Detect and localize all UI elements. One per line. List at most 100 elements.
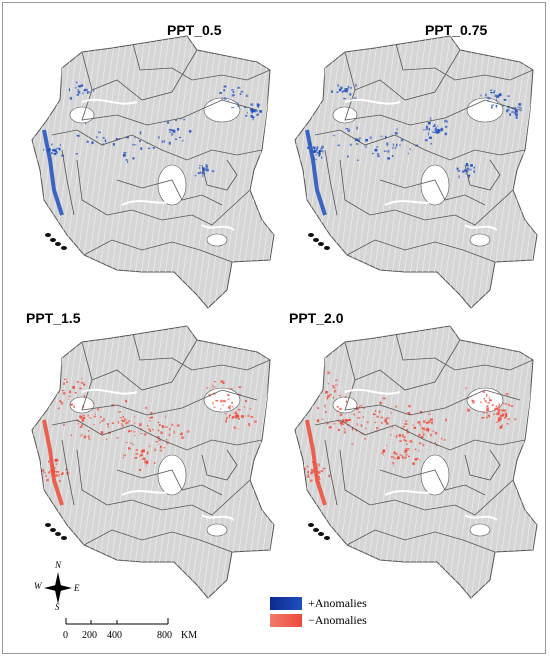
anomaly-pixel [158,439,161,442]
anomaly-pixel [426,428,430,432]
anomaly-pixel [83,395,86,398]
anomaly-pixel [44,391,48,393]
anomaly-pixel [501,104,504,107]
anomaly-pixel [227,100,229,102]
anomaly-pixel [402,434,404,437]
anomaly-pixel [81,419,84,422]
compass-n: N [55,560,62,570]
no-data-patch [469,233,491,247]
anomaly-pixel [37,468,41,471]
anomaly-pixel [381,452,384,454]
anomaly-pixel [52,392,53,396]
anomaly-pixel [480,94,482,97]
anomaly-pixel [316,470,320,473]
anomaly-pixel [328,426,332,429]
anomaly-pixel [51,149,55,151]
anomaly-pixel [403,423,407,425]
anomaly-pixel [57,373,60,376]
anomaly-pixel [386,417,390,419]
anomaly-pixel [307,474,310,477]
anomaly-pixel [505,109,509,113]
anomaly-pixel [247,414,250,417]
no-data-patch [206,233,228,247]
anomaly-pixel [144,460,147,464]
anomaly-pixel [244,415,247,417]
anomaly-pixel [237,102,239,105]
anomaly-pixel [498,403,500,406]
anomaly-pixel [384,418,387,421]
anomaly-pixel [340,423,342,426]
anomaly-pixel [498,419,501,422]
coastal-anomaly-band [42,419,64,506]
anomaly-pixel [44,399,48,402]
anomaly-pixel [147,459,149,461]
anomaly-pixel [43,472,47,474]
anomaly-pixel [168,433,171,437]
anomaly-pixel [349,143,352,146]
anomaly-pixel [317,407,319,409]
anomaly-pixel [364,427,367,429]
anomaly-pixel [312,147,315,149]
anomaly-pixel [242,417,244,419]
anomaly-pixel [74,87,77,89]
island [308,523,314,527]
coastal-anomaly-band [42,129,64,216]
anomaly-pixel [402,456,406,460]
anomaly-pixel [421,427,423,429]
anomaly-pixel [76,94,79,96]
anomaly-pixel [49,471,51,474]
anomaly-pixel [424,428,426,430]
anomaly-pixel [197,172,200,175]
anomaly-pixel [50,144,53,146]
anomaly-pixel [518,106,522,109]
anomaly-pixel [434,441,436,445]
anomaly-pixel [128,448,131,450]
anomaly-pixel [321,156,323,159]
river-line [81,388,138,395]
anomaly-pixel [171,132,174,136]
anomaly-pixel [143,448,145,451]
anomaly-pixel [231,94,234,97]
anomaly-pixel [498,417,502,419]
anomaly-pixel [88,438,91,440]
river-line [201,224,235,231]
anomaly-pixel [73,405,75,408]
anomaly-pixel [100,416,102,418]
anomaly-pixel [75,81,78,84]
anomaly-pixel [356,423,359,426]
anomaly-pixel [458,175,460,179]
anomaly-pixel [376,415,379,418]
anomaly-pixel [256,103,259,106]
anomaly-pixel [500,415,502,417]
anomaly-pixel [46,389,50,393]
anomaly-pixel [57,407,60,410]
region-landmass [294,325,538,599]
anomaly-pixel [159,445,162,449]
no-data-patch [420,164,450,206]
anomaly-pixel [369,136,372,140]
anomaly-pixel [409,413,411,415]
anomaly-pixel [390,456,394,458]
anomaly-pixel [250,416,254,418]
anomaly-pixel [181,432,183,436]
anomaly-pixel [237,104,239,108]
anomaly-pixel [121,423,123,426]
anomaly-pixel [315,154,317,156]
anomaly-pixel [169,130,171,133]
anomaly-pixel [229,388,233,390]
anomaly-pixel [374,421,377,424]
anomaly-pixel [482,391,486,393]
anomaly-pixel [495,98,497,102]
anomaly-pixel [333,389,337,393]
anomaly-pixel [121,425,124,427]
anomaly-pixel [396,143,398,147]
anomaly-pixel [337,428,340,431]
anomaly-pixel [237,428,239,430]
anomaly-pixel [374,148,378,152]
anomaly-pixel [236,413,239,416]
anomaly-pixel [427,122,431,125]
anomaly-pixel [414,458,417,461]
anomaly-pixel [219,92,222,94]
anomaly-pixel [134,422,136,424]
